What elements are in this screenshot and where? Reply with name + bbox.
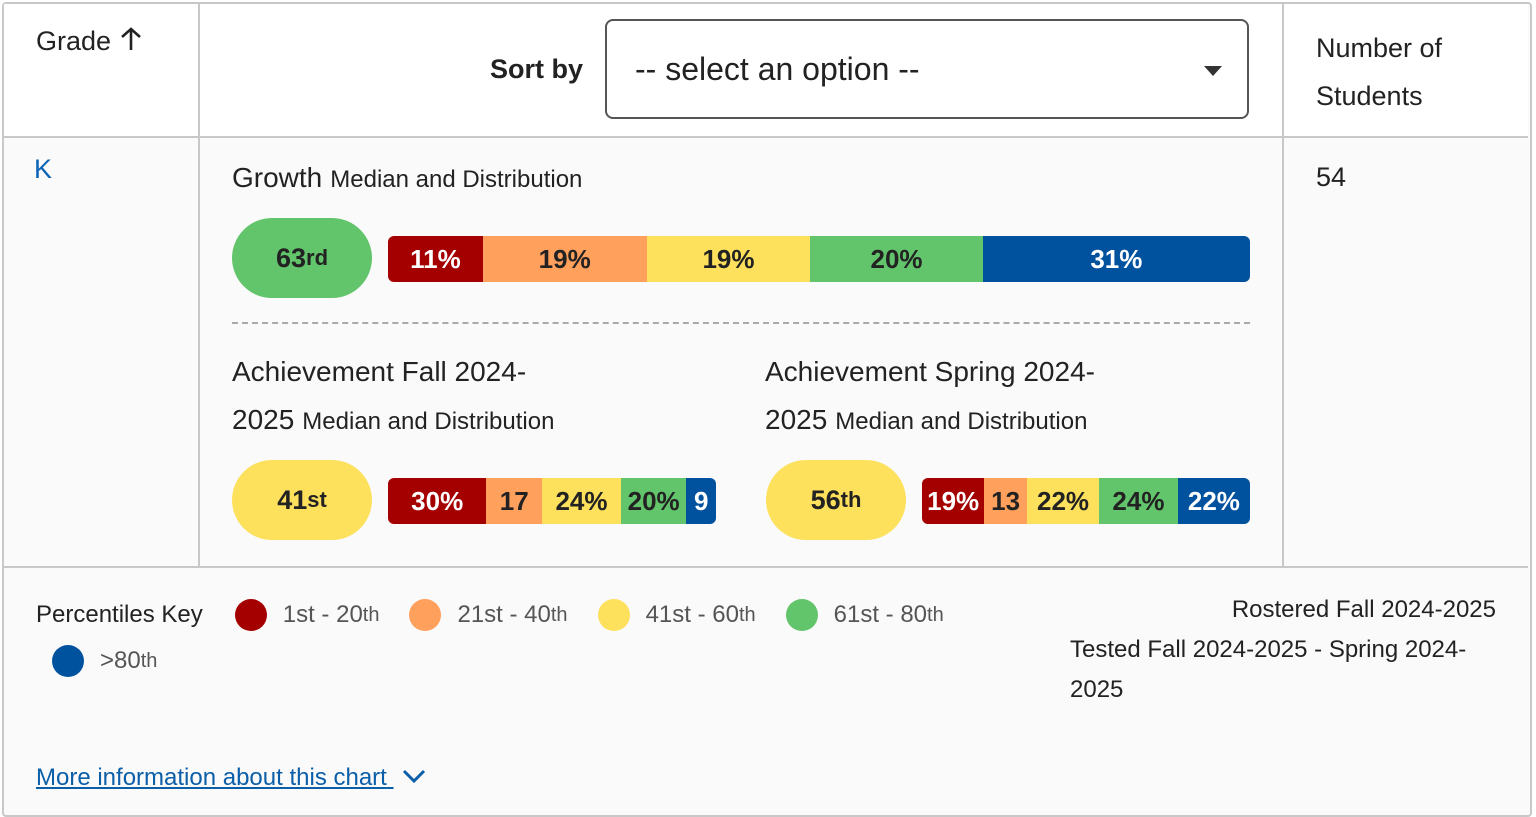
median-value: 41 <box>277 484 308 515</box>
key-label: 1st - 20 <box>282 601 363 628</box>
median-suffix: st <box>307 487 327 512</box>
median-value: 63 <box>275 242 307 273</box>
select-caret <box>1204 66 1222 76</box>
divider <box>198 4 200 566</box>
bar-segment: 19% <box>922 478 985 524</box>
segment-label: 24% <box>1112 485 1165 516</box>
key-sup: th <box>738 603 756 626</box>
more-info-link[interactable]: More information about this chart <box>36 764 430 792</box>
key-dot <box>409 599 442 631</box>
sort-select[interactable]: -- select an option -- <box>605 19 1249 119</box>
growth-subtitle: Median and Distribution <box>330 166 583 193</box>
key-label: >80 <box>100 647 141 674</box>
segment-label: 20% <box>870 243 923 274</box>
median-suffix: th <box>840 487 862 512</box>
fall-heading: Achievement Fall 2024-2025 Median and Dis… <box>232 348 612 446</box>
median-suffix: rd <box>306 245 329 270</box>
student-count: 54 <box>1316 162 1347 192</box>
segment-label: 24% <box>555 485 608 516</box>
more-info-text[interactable]: More information about this chart <box>36 764 387 791</box>
bar-segment: 22% <box>1177 478 1250 524</box>
segment-label: 20% <box>627 485 680 516</box>
bar-segment: 20% <box>810 236 983 282</box>
key-label: 21st - 40 <box>457 601 551 628</box>
divider <box>4 136 1528 138</box>
segment-label: 30% <box>411 485 464 516</box>
distribution-bar: 30% 17 24% 20% 9 <box>388 478 716 524</box>
segment-label: 19% <box>538 243 591 274</box>
sort-label: Sort by <box>490 54 584 84</box>
chevron <box>402 769 425 784</box>
key-sup: th <box>140 649 158 672</box>
divider <box>1282 4 1284 566</box>
key-dot <box>597 599 630 631</box>
students-header: Number of Students <box>1316 33 1443 111</box>
bar-segment: 17 <box>486 478 543 524</box>
fall-title: Achievement Fall 2024-2025 <box>232 356 527 435</box>
select-text[interactable]: -- select an option -- <box>635 51 920 87</box>
bar-segment: 24% <box>542 478 621 524</box>
growth-heading: Growth Median and Distribution <box>232 154 582 204</box>
bar-segment: 11% <box>388 236 483 282</box>
spring-title: Achievement Spring 2024-2025 <box>765 356 1095 435</box>
key-dot <box>785 599 818 631</box>
segment-label: 31% <box>1090 243 1143 274</box>
roster-info: Rostered Fall 2024-2025 Tested Fall 2024… <box>1070 590 1496 710</box>
bar-segment: 30% <box>388 478 487 524</box>
distribution-bar: 19% 13 22% 24% 22% <box>922 478 1250 524</box>
bar-segment: 19% <box>482 236 647 282</box>
bar-segment: 9 <box>686 478 716 524</box>
grade-link[interactable]: K <box>34 154 53 184</box>
median-value: 56 <box>810 484 841 515</box>
segment-label: 22% <box>1036 485 1090 516</box>
segment-label: 19% <box>702 243 755 274</box>
grade-header[interactable]: Grade <box>36 26 143 57</box>
sort-arrow <box>120 27 141 50</box>
segment-label: 13 <box>991 485 1021 516</box>
key-dot <box>52 645 84 677</box>
segment-label: 17 <box>499 485 529 516</box>
key-label: 41st - 60 <box>645 601 739 628</box>
segment-label: 19% <box>927 485 980 516</box>
bar-segment: 20% <box>620 478 687 524</box>
key-title: Percentiles Key <box>36 601 203 628</box>
separator <box>232 322 1250 324</box>
bar-segment: 31% <box>982 236 1250 282</box>
bar-segment: 24% <box>1099 478 1178 524</box>
key-sup: th <box>927 603 944 626</box>
spring-subtitle: Median and Distribution <box>835 408 1088 435</box>
key-label: 61st - 80 <box>833 601 928 628</box>
key-sup: th <box>550 603 568 626</box>
rostered: Rostered Fall 2024-2025 <box>1231 596 1496 623</box>
bar-segment: 22% <box>1026 478 1100 524</box>
growth-title: Growth <box>232 162 323 193</box>
segment-label: 9 <box>693 485 709 516</box>
key-dot <box>234 599 267 631</box>
grade-header-text[interactable]: Grade <box>36 26 112 56</box>
tested: Tested Fall 2024-2025 - Spring 2024-2025 <box>1070 636 1467 703</box>
divider <box>4 566 1528 568</box>
fall-subtitle: Median and Distribution <box>302 408 555 435</box>
key-sup: th <box>362 603 380 626</box>
segment-label: 22% <box>1187 485 1240 516</box>
spring-heading: Achievement Spring 2024-2025 Median and D… <box>765 348 1185 446</box>
bar-segment: 13 <box>984 478 1027 524</box>
bar-segment: 19% <box>646 236 811 282</box>
key-item: >80 th <box>52 638 157 684</box>
segment-label: 11% <box>410 243 461 274</box>
distribution-bar: 11% 19% 19% 20% 31% <box>388 236 1250 282</box>
